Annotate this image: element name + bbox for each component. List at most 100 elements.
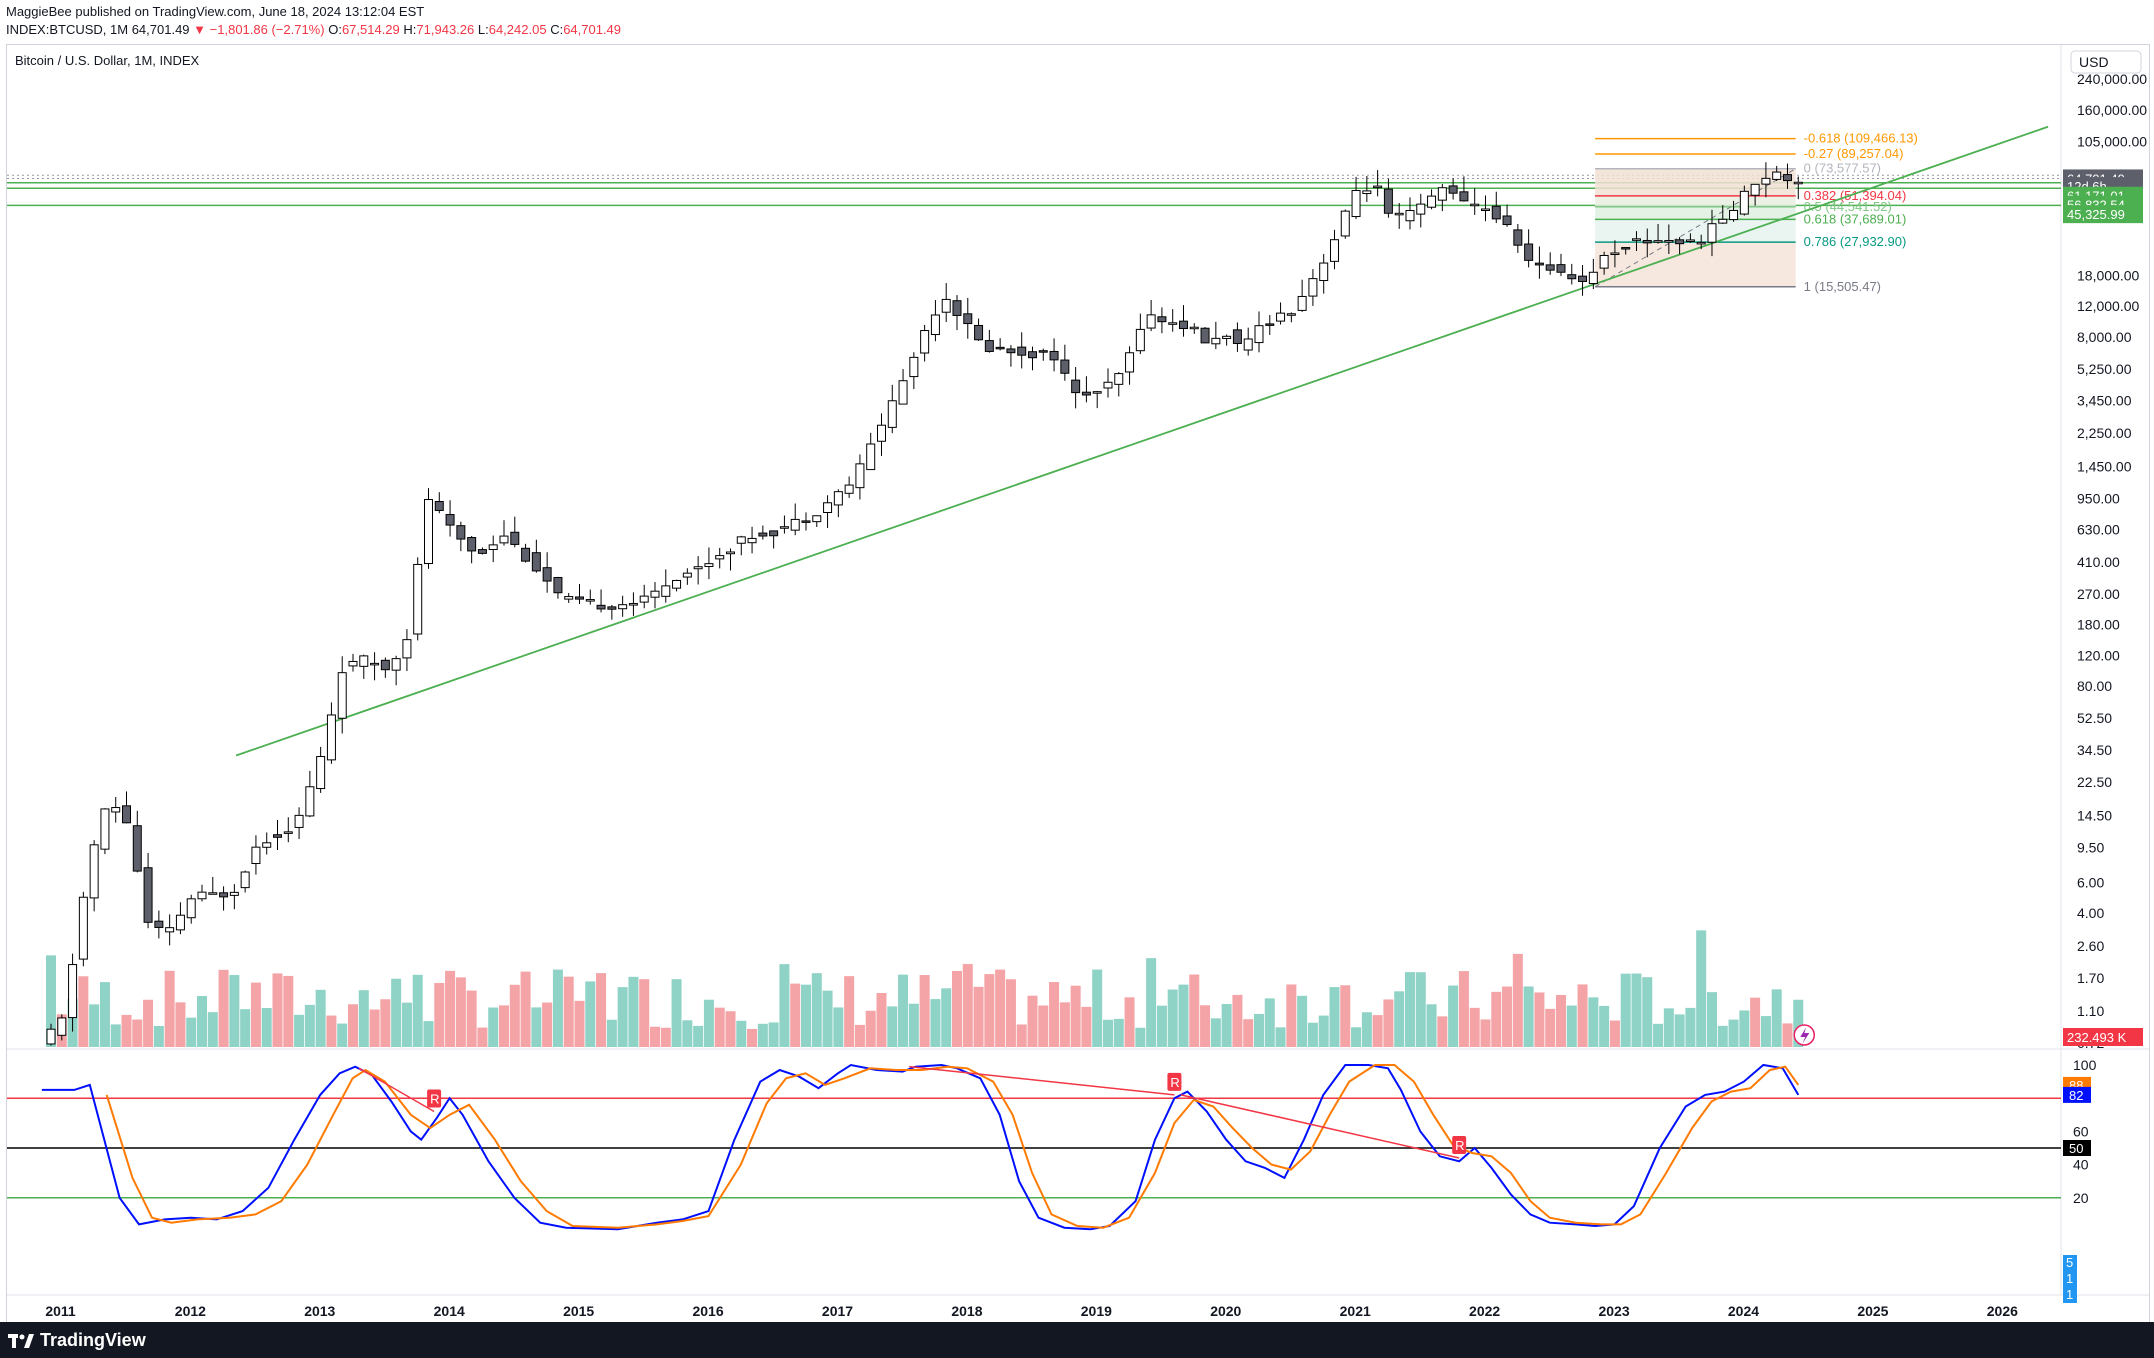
volume-bar xyxy=(1167,989,1178,1047)
candle-body xyxy=(639,595,649,603)
volume-bar xyxy=(1728,1019,1739,1047)
candle-body xyxy=(812,515,822,523)
volume-bar xyxy=(1264,998,1275,1047)
volume-bar xyxy=(779,964,790,1047)
candle-body xyxy=(1071,379,1081,394)
candle-body xyxy=(337,672,347,719)
candle-body xyxy=(1189,326,1199,330)
candle-body xyxy=(1340,210,1350,237)
candle-body xyxy=(467,537,477,552)
candle-body xyxy=(704,563,714,567)
currency-button[interactable] xyxy=(2070,50,2142,74)
volume-bar xyxy=(747,1028,758,1047)
volume-bar xyxy=(671,979,682,1047)
candle-body xyxy=(596,604,606,610)
volume-bar xyxy=(153,1025,164,1047)
candle-body xyxy=(963,313,973,325)
candle-body xyxy=(111,807,121,813)
volume-bar xyxy=(1512,953,1523,1047)
candle-body xyxy=(1222,335,1232,339)
chart-frame[interactable]: Bitcoin / U.S. Dollar, 1M, INDEX USD 240,0… xyxy=(6,44,2150,1323)
volume-bar xyxy=(1038,1005,1049,1047)
high-value: 71,943.26 xyxy=(416,22,475,37)
volume-bar xyxy=(725,1011,736,1047)
candle-body xyxy=(1416,203,1426,215)
publish-info: MaggieBee published on TradingView.com, … xyxy=(6,4,425,19)
volume-bar xyxy=(1782,1023,1793,1047)
volume-bar xyxy=(822,990,833,1047)
candle-body xyxy=(305,786,315,817)
candle-body xyxy=(1178,320,1188,330)
volume-bar xyxy=(294,1014,305,1047)
volume-bar xyxy=(498,1005,509,1047)
tradingview-mark-icon xyxy=(8,1333,34,1348)
candle-body xyxy=(186,898,196,919)
candle-body xyxy=(1491,205,1501,220)
bearish-divergence-line xyxy=(1180,1094,1460,1159)
candle-body xyxy=(283,831,293,834)
candle-body xyxy=(1502,215,1512,226)
candle-body xyxy=(974,324,984,341)
price-tick-label: 105,000.00 xyxy=(2077,134,2147,150)
candle-body xyxy=(1707,223,1717,243)
volume-bar xyxy=(1534,992,1545,1047)
volume-badge-label: 232.493 K xyxy=(2067,1030,2127,1045)
low-value: 64,242.05 xyxy=(488,22,547,37)
volume-bar xyxy=(1135,1027,1146,1047)
volume-bar xyxy=(1502,986,1513,1047)
volume-bar xyxy=(197,995,208,1047)
fib-level-label: 1 (15,505.47) xyxy=(1804,279,1881,294)
price-badge xyxy=(2063,205,2143,224)
volume-bar xyxy=(423,1021,434,1047)
high-label: H: xyxy=(403,22,417,37)
time-tick-label: 2022 xyxy=(1469,1303,1500,1319)
volume-bar xyxy=(143,999,154,1047)
candle-body xyxy=(553,576,563,594)
candle-body xyxy=(197,891,207,900)
volume-bar xyxy=(1760,1016,1771,1047)
chart-canvas[interactable]: Bitcoin / U.S. Dollar, 1M, INDEX USD240,0… xyxy=(7,45,2149,1322)
volume-bar xyxy=(348,1004,359,1047)
volume-bar xyxy=(304,1004,315,1047)
time-tick-label: 2026 xyxy=(1987,1303,2018,1319)
fib-level-label: -0.618 (109,466.13) xyxy=(1804,131,1918,146)
oscillator-badge-label: 82 xyxy=(2069,1088,2083,1103)
volume-bar xyxy=(563,976,574,1047)
candle-body xyxy=(823,502,833,513)
candle-body xyxy=(423,499,433,565)
candle-body xyxy=(1621,247,1631,250)
candle-body xyxy=(132,825,142,872)
volume-bar xyxy=(1404,972,1415,1047)
price-tick-label: 120.00 xyxy=(2077,647,2120,663)
candle-body xyxy=(628,603,638,606)
candle-body xyxy=(1653,240,1663,243)
volume-bar xyxy=(46,955,57,1047)
candle-body xyxy=(790,518,800,531)
price-tick-label: 950.00 xyxy=(2077,490,2120,506)
volume-bar xyxy=(1351,1027,1362,1047)
brand-name: TradingView xyxy=(40,1330,146,1350)
time-tick-label: 2025 xyxy=(1857,1303,1888,1319)
time-tick-label: 2016 xyxy=(692,1303,723,1319)
candle-body xyxy=(165,927,175,933)
tradingview-logo[interactable]: TradingView xyxy=(8,1330,146,1351)
price-tick-label: 180.00 xyxy=(2077,617,2120,633)
volume-bar xyxy=(1297,995,1308,1047)
volume-bar xyxy=(455,977,466,1047)
candle-body xyxy=(1480,208,1490,211)
chart-title: Bitcoin / U.S. Dollar, 1M, INDEX xyxy=(15,53,200,68)
candle-body xyxy=(413,563,423,635)
volume-bar xyxy=(660,1027,671,1047)
bearish-divergence-line xyxy=(909,1065,1175,1096)
volume-bar xyxy=(1113,1018,1124,1047)
candle-body xyxy=(1772,171,1782,180)
candle-body xyxy=(1319,262,1329,282)
volume-bar xyxy=(250,982,261,1047)
volume-bar xyxy=(1642,977,1653,1047)
time-tick-label: 2021 xyxy=(1340,1303,1371,1319)
candle-body xyxy=(930,314,940,336)
candle-body xyxy=(1782,174,1792,182)
candle-body xyxy=(1351,189,1361,218)
volume-bar xyxy=(693,1025,704,1047)
fib-level-label: 0.382 (51,394.04) xyxy=(1804,188,1907,203)
